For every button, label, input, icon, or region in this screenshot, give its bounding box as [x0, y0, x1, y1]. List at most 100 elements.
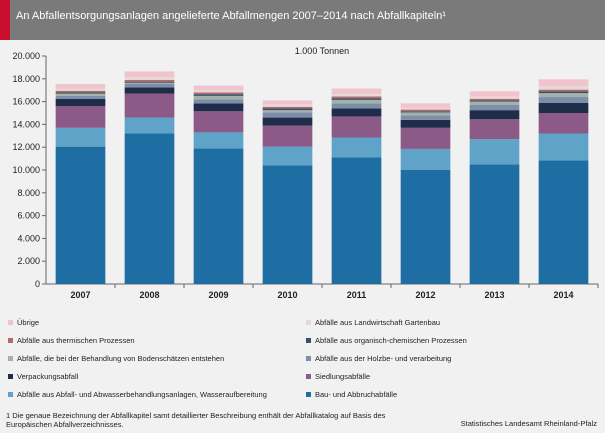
footer: 1 Die genaue Bezeichnung der Abfallkapit…	[0, 408, 605, 433]
bar-segment	[262, 100, 313, 105]
bar-segment	[538, 102, 589, 113]
bar-segment	[55, 93, 106, 96]
bar-segment	[193, 85, 244, 91]
legend-swatch	[306, 392, 311, 397]
x-tick-label: 2014	[553, 290, 573, 300]
legend-swatch	[8, 338, 13, 343]
bar-segment	[331, 116, 382, 138]
legend-label: Abfälle aus organisch-chemischen Prozess…	[315, 336, 467, 345]
y-tick-label: 2.000	[17, 256, 40, 266]
bar-segment	[124, 87, 175, 94]
bar-segment	[262, 125, 313, 147]
bar-segment	[193, 111, 244, 133]
bar-segment	[331, 98, 382, 100]
bar-segment	[469, 91, 520, 97]
bar-segment	[124, 82, 175, 84]
legend-label: Abfälle aus thermischen Prozessen	[17, 336, 135, 345]
legend-item: Bau- und Abbruchabfälle	[306, 390, 397, 399]
bar-segment	[400, 148, 451, 170]
bar-segment	[55, 146, 106, 284]
bar-segment	[193, 132, 244, 149]
legend-item: Abfälle aus Abfall- und Abwasserbehandlu…	[8, 390, 267, 399]
bar-segment	[193, 148, 244, 284]
y-tick-label: 12.000	[12, 142, 40, 152]
legend-label: Abfälle, die bei der Behandlung von Bode…	[17, 354, 225, 363]
bar-segment	[124, 77, 175, 80]
bar-segment	[55, 92, 106, 94]
bar-segment	[400, 103, 451, 108]
bar-segment	[193, 92, 244, 95]
bar-segment	[331, 94, 382, 97]
bar-segment	[55, 95, 106, 99]
legend-swatch	[8, 356, 13, 361]
bar-segment	[538, 133, 589, 161]
bar-segment	[469, 101, 520, 106]
x-tick-label: 2010	[277, 290, 297, 300]
bar-segment	[193, 95, 244, 100]
x-tick-label: 2008	[139, 290, 159, 300]
bar-segment	[331, 96, 382, 99]
bar-segment	[469, 96, 520, 99]
stacked-bar-chart: 1.000 Tonnen 0 2.000 4.000 6.000 8.000 10.000 1…	[12, 46, 599, 300]
footnote: 1 Die genaue Bezeichnung der Abfallkapit…	[6, 411, 386, 429]
bar-segment	[193, 94, 244, 96]
y-tick-label: 18.000	[12, 74, 40, 84]
y-tick-label: 20.000	[12, 51, 40, 61]
bar-segment	[538, 86, 589, 90]
legend-swatch	[306, 338, 311, 343]
legend: Übrige Abfälle aus Landwirtschaft Gartenb…	[0, 308, 605, 408]
bar-segment	[193, 99, 244, 104]
x-tick-label: 2011	[347, 290, 367, 300]
chart-title: An Abfallentsorgungsanlagen angelieferte…	[10, 0, 605, 40]
y-tick-label: 4.000	[17, 233, 40, 243]
y-tick-label: 6.000	[17, 211, 40, 221]
bar-segment	[538, 113, 589, 134]
legend-swatch	[8, 392, 13, 397]
bar-segment	[469, 100, 520, 102]
legend-label: Übrige	[17, 318, 40, 327]
bar-segment	[400, 127, 451, 149]
bar-segment	[262, 106, 313, 109]
bar-segment	[124, 71, 175, 78]
bar-segment	[262, 108, 313, 111]
accent-bar	[0, 0, 10, 40]
bar-segment	[55, 98, 106, 107]
bar-segment	[262, 117, 313, 126]
legend-swatch	[306, 356, 311, 361]
bar-segment	[400, 111, 451, 113]
unit-label: 1.000 Tonnen	[295, 46, 349, 56]
legend-label: Bau- und Abbruchabfälle	[315, 390, 398, 399]
y-tick-label: 16.000	[12, 97, 40, 107]
y-tick-label: 10.000	[12, 165, 40, 175]
legend-item: Siedlungsabfälle	[306, 372, 370, 381]
y-tick-label: 8.000	[17, 188, 40, 198]
bar-segment	[55, 106, 106, 128]
bar-segment	[124, 83, 175, 88]
bar-segment	[55, 90, 106, 93]
bar-segment	[331, 157, 382, 284]
bar-segment	[262, 165, 313, 284]
bar-segment	[124, 93, 175, 118]
bar-segment	[331, 108, 382, 117]
legend-label: Siedlungsabfälle	[315, 372, 371, 381]
legend-swatch	[8, 374, 13, 379]
x-tick-label: 2007	[70, 290, 90, 300]
legend-item: Abfälle aus der Holzbe- und verarbeitung	[306, 354, 451, 363]
bar-segment	[193, 103, 244, 112]
bar-segment	[469, 110, 520, 120]
legend-item: Abfälle aus Landwirtschaft Gartenbau	[306, 318, 440, 327]
bar-segment	[538, 91, 589, 94]
bar-segment	[469, 164, 520, 284]
bar-segment	[124, 79, 175, 82]
bar-segment	[400, 119, 451, 128]
legend-item: Verpackungsabfall	[8, 372, 78, 381]
legend-label: Abfälle aus der Holzbe- und verarbeitung	[315, 354, 452, 363]
legend-item: Übrige	[8, 318, 39, 327]
bar-segment	[262, 110, 313, 113]
legend-label: Abfälle aus Landwirtschaft Gartenbau	[315, 318, 441, 327]
bar-segment	[55, 83, 106, 89]
legend-swatch	[306, 374, 311, 379]
bar-segment	[262, 112, 313, 118]
y-tick-label: 14.000	[12, 119, 40, 129]
bar-segment	[400, 107, 451, 110]
